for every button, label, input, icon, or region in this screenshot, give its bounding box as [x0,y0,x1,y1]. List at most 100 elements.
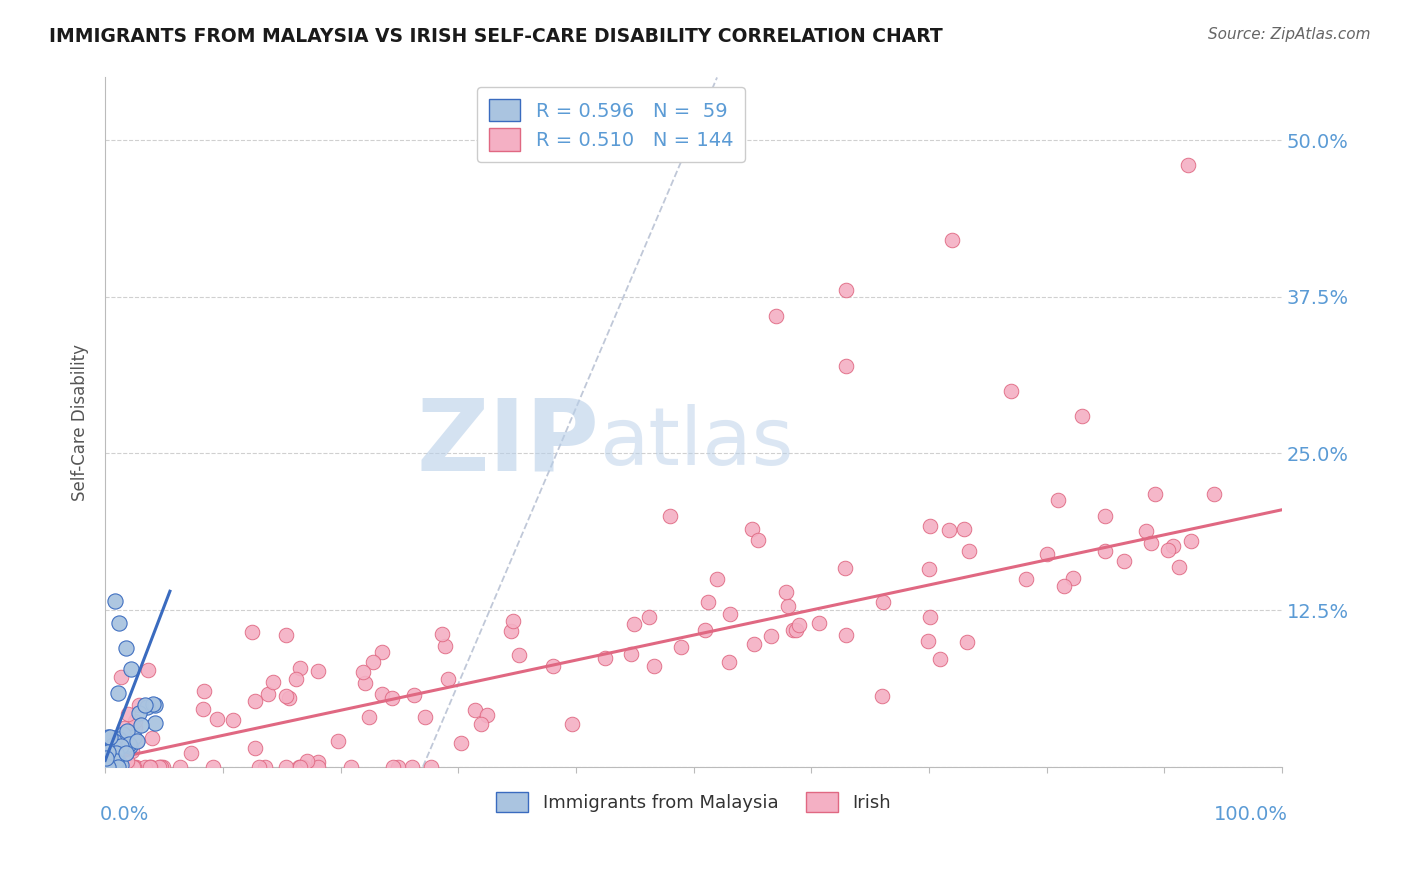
Point [765,309,787,323]
Point [98,760,121,774]
Point [706,572,728,586]
Point [1112,554,1135,568]
Point [149,760,172,774]
Point [741,522,763,536]
Point [152,760,174,774]
Point [94,743,117,757]
Point [104,744,127,758]
Point [103,731,125,745]
Point [104,747,127,761]
Point [97,760,120,774]
Point [97,745,120,759]
Point [419,760,441,774]
Point [96,760,118,774]
Text: Source: ZipAtlas.com: Source: ZipAtlas.com [1208,27,1371,42]
Point [98,745,121,759]
Point [1180,533,1202,548]
Point [835,628,858,642]
Point [470,716,492,731]
Point [136,699,159,714]
Point [499,624,522,639]
Point [669,640,692,654]
Point [94,760,117,774]
Point [121,743,143,757]
Text: 0.0%: 0.0% [100,805,149,823]
Point [834,561,856,575]
Point [561,717,583,731]
Point [191,702,214,716]
Point [242,624,264,639]
Point [98,751,121,765]
Point [97,758,120,772]
Point [785,624,807,638]
Point [807,616,830,631]
Point [450,736,472,750]
Point [918,519,941,533]
Point [139,760,162,774]
Point [464,703,486,717]
Point [107,760,129,774]
Point [870,690,893,704]
Point [150,760,173,774]
Point [104,594,127,608]
Point [1135,524,1157,538]
Point [361,655,384,669]
Point [284,672,307,686]
Point [107,731,129,746]
Point [110,760,132,774]
Point [502,614,524,628]
Point [620,647,643,661]
Point [643,658,665,673]
Point [115,746,138,760]
Point [928,652,950,666]
Point [107,686,129,700]
Point [775,585,797,599]
Point [97,737,120,751]
Point [413,709,436,723]
Point [136,663,159,677]
Point [278,691,301,706]
Point [1161,539,1184,553]
Point [138,760,160,774]
Point [1094,543,1116,558]
Point [1168,560,1191,574]
Point [1047,492,1070,507]
Point [128,698,150,712]
Point [638,609,661,624]
Point [593,651,616,665]
Point [125,760,148,774]
Point [357,710,380,724]
Point [354,676,377,690]
Point [1015,572,1038,586]
Point [96,760,118,774]
Point [98,752,121,766]
Point [122,760,145,774]
Point [121,760,143,774]
Point [697,595,720,609]
Point [917,634,939,648]
Point [1062,571,1084,585]
Point [835,359,858,373]
Point [110,739,132,753]
Point [623,617,645,632]
Point [274,628,297,642]
Point [104,758,127,772]
Point [243,740,266,755]
Point [103,738,125,752]
Point [97,730,120,744]
Point [111,760,134,774]
Point [124,714,146,729]
Point [307,664,329,678]
Point [141,731,163,746]
Point [103,733,125,747]
Point [401,760,423,774]
Point [100,730,122,744]
Point [381,691,404,706]
Point [339,760,361,774]
Point [134,698,156,712]
Point [96,752,118,766]
Point [938,523,960,537]
Point [1094,509,1116,524]
Text: IMMIGRANTS FROM MALAYSIA VS IRISH SELF-CARE DISABILITY CORRELATION CHART: IMMIGRANTS FROM MALAYSIA VS IRISH SELF-C… [49,27,943,45]
Point [98,760,121,774]
